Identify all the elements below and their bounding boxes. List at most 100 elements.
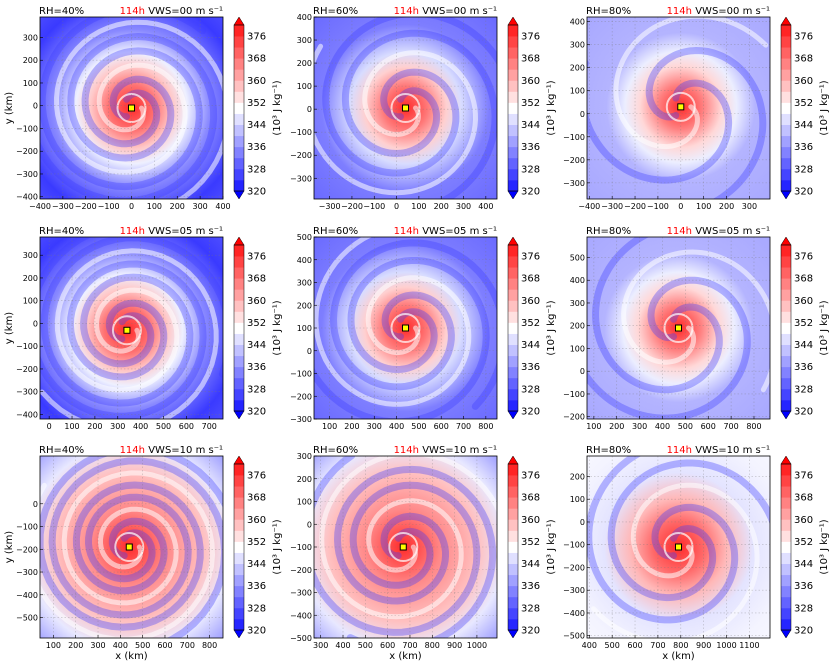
colorbar-tick-label: 368 <box>794 493 813 504</box>
colorbar-tick-label: 352 <box>521 537 540 548</box>
y-tick-label: −400 <box>290 611 312 620</box>
colorbar-bin <box>234 91 244 103</box>
colorbar-min-arrow <box>507 190 519 200</box>
colorbar-bin <box>508 508 518 520</box>
panel-title-time: 114h <box>394 445 419 456</box>
x-tick-label: 200 <box>344 422 359 431</box>
colorbar-tick-label: 352 <box>521 98 540 109</box>
x-tick-label: 500 <box>411 422 426 431</box>
y-tick-label: 100 <box>23 297 38 306</box>
y-tick-label: 0 <box>33 500 38 509</box>
x-tick-label: 500 <box>605 641 620 650</box>
colorbar-bin <box>234 256 244 268</box>
y-tick-label: −300 <box>16 568 38 577</box>
x-tick-label: −200 <box>624 202 646 211</box>
panel-title-rh: RH=60% <box>313 226 358 237</box>
x-tick-label: 200 <box>719 202 734 211</box>
colorbar-tick-label: 368 <box>247 274 266 285</box>
colorbar-tick-label: 360 <box>521 76 540 87</box>
y-tick-label: −200 <box>563 413 585 422</box>
colorbar-tick-label: 320 <box>247 407 266 418</box>
colorbar-bin <box>781 311 791 323</box>
panel-title-vws: VWS=10 m s⁻¹ <box>422 445 497 456</box>
colorbar-tick-label: 328 <box>521 164 540 175</box>
colorbar-unit-label: (10³ J kg⁻¹) <box>272 300 283 355</box>
x-tick-label: 300 <box>742 202 757 211</box>
colorbar-bin <box>234 399 244 412</box>
colorbar-bin <box>781 574 791 587</box>
y-tick-label: 100 <box>297 324 312 333</box>
colorbar-tick-label: 352 <box>794 98 813 109</box>
panel-2-2: 100 200 300 400 500 600 700 800 500 400 300 200 100 0… <box>290 226 557 431</box>
y-tick-label: −300 <box>563 179 585 188</box>
colorbar-bin <box>234 333 244 345</box>
y-axis-label: y (km) <box>4 531 15 564</box>
x-tick-label: 400 <box>133 422 148 431</box>
colorbar: 376 368 360 352 344 336 328 320 (10³ J kg⁻¹) <box>507 455 557 639</box>
x-tick-label: 700 <box>456 422 471 431</box>
colorbar-bin <box>781 36 791 48</box>
colorbar-bin <box>781 552 791 564</box>
y-tick-label: 100 <box>570 344 585 353</box>
panel-title-time: 114h <box>120 226 145 237</box>
colorbar-bin <box>781 355 791 368</box>
colorbar-bin <box>508 377 518 390</box>
colorbar-bin <box>508 486 518 498</box>
colorbar: 376 368 360 352 344 336 328 320 (10³ J kg⁻¹) <box>780 455 830 639</box>
spiral-band <box>40 248 219 419</box>
colorbar-bin <box>781 475 791 487</box>
colorbar-tick-label: 376 <box>794 252 813 263</box>
colorbar-bin <box>508 388 518 401</box>
panel-title-time: 114h <box>394 226 419 237</box>
eyewall <box>114 532 145 562</box>
colorbar-tick-label: 320 <box>521 626 540 637</box>
x-tick-label: 500 <box>135 641 150 650</box>
y-tick-label: −200 <box>563 563 585 572</box>
x-tick-label: 100 <box>586 422 601 431</box>
colorbar-bin <box>234 344 244 357</box>
colorbar-tick-label: 360 <box>247 76 266 87</box>
colorbar-min-arrow <box>507 629 519 639</box>
panel-title-rh: RH=40% <box>39 6 84 17</box>
x-tick-label: 600 <box>179 422 194 431</box>
colorbar-tick-label: 376 <box>794 471 813 482</box>
panel-title-vws: VWS=05 m s⁻¹ <box>695 226 770 237</box>
x-tick-label: −400 <box>29 202 51 211</box>
colorbar-tick-label: 344 <box>247 120 266 131</box>
panel-2-1: 0 100 200 300 400 500 600 700 300 200 100 0 −100 −200… <box>4 226 283 431</box>
colorbar-max-arrow <box>780 236 792 246</box>
colorbar-tick-label: 336 <box>247 362 266 373</box>
x-tick-label: 400 <box>215 202 230 211</box>
colorbar-bin <box>508 464 518 476</box>
colorbar-unit-label: (10³ J kg⁻¹) <box>272 519 283 574</box>
colorbar-bin <box>508 399 518 412</box>
colorbar: 376 368 360 352 344 336 328 320 (10³ J kg⁻¹) <box>233 16 283 200</box>
colorbar-tick-label: 376 <box>247 32 266 43</box>
storm-center-marker <box>123 326 131 334</box>
colorbar-min-arrow <box>233 629 245 639</box>
eyewall <box>663 313 694 343</box>
colorbar-max-arrow <box>507 16 519 26</box>
y-tick-label: 100 <box>297 82 312 91</box>
colorbar-bin <box>781 113 791 125</box>
x-tick-label: 0 <box>678 202 683 211</box>
colorbar-bin <box>508 91 518 103</box>
storm-center-marker <box>402 324 409 332</box>
panel-title-vws: VWS=00 m s⁻¹ <box>148 6 223 17</box>
colorbar-bin <box>234 530 244 542</box>
colorbar-bin <box>234 80 244 92</box>
colorbar-tick-label: 320 <box>521 407 540 418</box>
colorbar-bin <box>781 157 791 170</box>
spiral-band <box>322 17 497 177</box>
colorbar-bin <box>508 563 518 576</box>
colorbar-bin <box>234 69 244 81</box>
colorbar-bin <box>781 399 791 412</box>
colorbar-tick-label: 344 <box>794 340 813 351</box>
y-tick-label: 400 <box>570 18 585 27</box>
y-tick-label: −300 <box>16 170 38 179</box>
colorbar-bin <box>781 267 791 279</box>
panel-title-rh: RH=40% <box>39 445 84 456</box>
y-tick-label: 300 <box>23 251 38 260</box>
spiral-band <box>621 249 770 393</box>
colorbar-bin <box>508 69 518 81</box>
